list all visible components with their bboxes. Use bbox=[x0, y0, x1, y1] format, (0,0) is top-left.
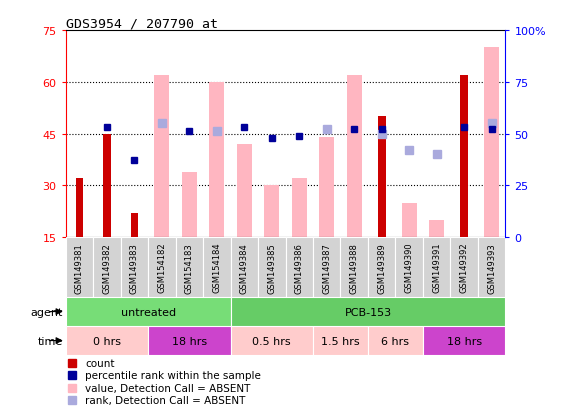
Bar bbox=[231, 237, 258, 297]
Text: GSM149383: GSM149383 bbox=[130, 242, 139, 293]
Bar bbox=[478, 237, 505, 297]
Bar bbox=[66, 326, 148, 355]
Bar bbox=[176, 237, 203, 297]
Bar bbox=[231, 297, 505, 326]
Text: 18 hrs: 18 hrs bbox=[447, 336, 482, 346]
Bar bbox=[231, 326, 313, 355]
Bar bbox=[148, 237, 176, 297]
Text: GSM149384: GSM149384 bbox=[240, 242, 249, 293]
Bar bbox=[368, 237, 395, 297]
Bar bbox=[264, 186, 279, 237]
Bar bbox=[103, 134, 111, 237]
Bar bbox=[154, 76, 170, 237]
Bar bbox=[75, 179, 83, 237]
Bar bbox=[66, 297, 231, 326]
Text: GDS3954 / 207790_at: GDS3954 / 207790_at bbox=[66, 17, 218, 30]
Bar bbox=[451, 237, 478, 297]
Text: GSM154183: GSM154183 bbox=[185, 242, 194, 293]
Text: untreated: untreated bbox=[120, 307, 176, 317]
Text: GSM149385: GSM149385 bbox=[267, 242, 276, 293]
Text: rank, Detection Call = ABSENT: rank, Detection Call = ABSENT bbox=[86, 396, 246, 406]
Text: value, Detection Call = ABSENT: value, Detection Call = ABSENT bbox=[86, 383, 251, 393]
Text: GSM154182: GSM154182 bbox=[158, 242, 166, 293]
Bar bbox=[429, 220, 444, 237]
Text: GSM149382: GSM149382 bbox=[102, 242, 111, 293]
Bar bbox=[286, 237, 313, 297]
Text: GSM149388: GSM149388 bbox=[349, 242, 359, 293]
Text: 1.5 hrs: 1.5 hrs bbox=[321, 336, 360, 346]
Text: GSM149393: GSM149393 bbox=[487, 242, 496, 293]
Bar bbox=[66, 237, 93, 297]
Bar bbox=[319, 138, 334, 237]
Bar bbox=[182, 172, 197, 237]
Text: GSM149389: GSM149389 bbox=[377, 242, 386, 293]
Text: 6 hrs: 6 hrs bbox=[381, 336, 409, 346]
Text: GSM149386: GSM149386 bbox=[295, 242, 304, 293]
Bar bbox=[203, 237, 231, 297]
Text: PCB-153: PCB-153 bbox=[344, 307, 392, 317]
Bar bbox=[148, 326, 231, 355]
Text: GSM149381: GSM149381 bbox=[75, 242, 84, 293]
Bar bbox=[378, 117, 385, 237]
Bar bbox=[484, 48, 499, 237]
Text: 0 hrs: 0 hrs bbox=[93, 336, 121, 346]
Bar bbox=[368, 326, 423, 355]
Bar bbox=[209, 83, 224, 237]
Text: agent: agent bbox=[30, 307, 63, 317]
Bar bbox=[401, 203, 417, 237]
Bar bbox=[423, 326, 505, 355]
Bar bbox=[131, 214, 138, 237]
Text: GSM149387: GSM149387 bbox=[322, 242, 331, 293]
Text: GSM149391: GSM149391 bbox=[432, 242, 441, 293]
Bar bbox=[347, 76, 362, 237]
Text: count: count bbox=[86, 358, 115, 368]
Bar bbox=[237, 145, 252, 237]
Bar bbox=[120, 237, 148, 297]
Bar bbox=[395, 237, 423, 297]
Text: 0.5 hrs: 0.5 hrs bbox=[252, 336, 291, 346]
Bar bbox=[460, 76, 468, 237]
Bar bbox=[340, 237, 368, 297]
Text: GSM154184: GSM154184 bbox=[212, 242, 222, 293]
Bar bbox=[313, 326, 368, 355]
Bar bbox=[423, 237, 451, 297]
Text: GSM149390: GSM149390 bbox=[405, 242, 413, 293]
Bar bbox=[258, 237, 286, 297]
Text: GSM149392: GSM149392 bbox=[460, 242, 469, 293]
Text: time: time bbox=[38, 336, 63, 346]
Bar bbox=[313, 237, 340, 297]
Text: percentile rank within the sample: percentile rank within the sample bbox=[86, 370, 262, 380]
Bar bbox=[292, 179, 307, 237]
Bar bbox=[93, 237, 120, 297]
Text: 18 hrs: 18 hrs bbox=[172, 336, 207, 346]
